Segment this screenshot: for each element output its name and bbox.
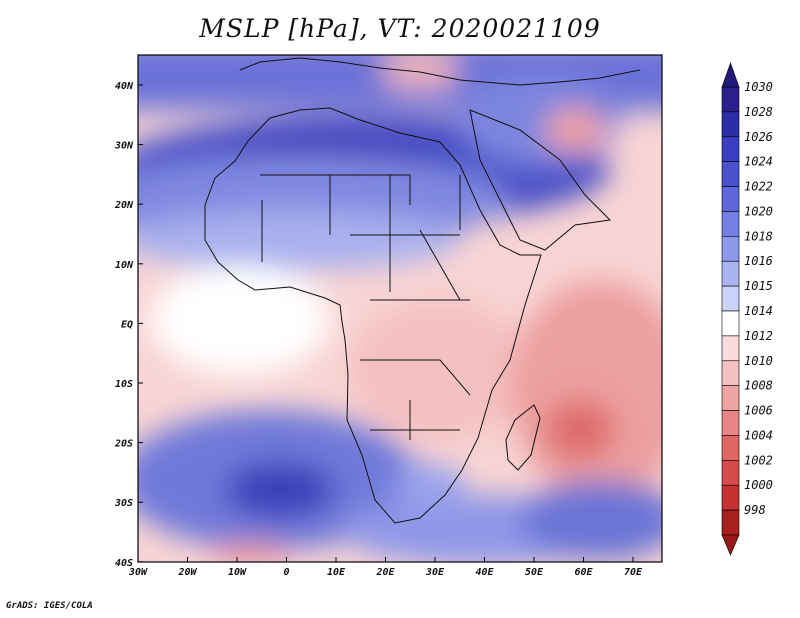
arabia-coastline: [469, 109, 612, 251]
colorbar-label: 1015: [744, 279, 773, 293]
latitude-axis: 40N 30N 20N 10N EQ 10S 20S 30S 40S: [114, 81, 143, 569]
lat-tick-label: 20S: [114, 439, 133, 450]
colorbar-swatch: [721, 484, 740, 511]
colorbar-label: 1026: [744, 130, 773, 144]
lon-tick-label: 30E: [425, 567, 445, 578]
colorbar-swatch: [721, 86, 740, 113]
africa-coastline: [204, 107, 542, 524]
colorbar-label: 1008: [744, 379, 773, 393]
lat-tick-label: 10N: [115, 260, 134, 271]
plot-frame: [137, 54, 663, 563]
lon-tick-label: 60E: [574, 567, 593, 578]
lat-tick-label: 10S: [115, 379, 133, 390]
colorbar-swatch: [721, 410, 740, 436]
lat-tick-label: 40N: [115, 81, 134, 92]
colorbar-label: 1012: [744, 329, 773, 343]
lat-tick-label: 30S: [114, 498, 133, 509]
colorbar-label: 998: [744, 503, 766, 517]
lon-tick-label: 0: [283, 567, 289, 578]
madagascar-coastline: [505, 404, 541, 471]
europe-coastline: [239, 57, 641, 86]
colorbar-label: 1030: [744, 80, 773, 94]
coastlines: [204, 57, 641, 524]
colorbar-label: 1016: [744, 254, 773, 268]
colorbar-swatch: [721, 111, 740, 138]
colorbar-bottom-arrow: [721, 534, 740, 556]
colorbar-swatch: [721, 360, 740, 386]
colorbar-label: 1022: [744, 180, 773, 194]
colorbar-label: 1024: [744, 155, 773, 169]
lon-tick-label: 20E: [375, 567, 395, 578]
lat-tick-label: 30N: [114, 141, 134, 152]
colorbar-label: 1006: [744, 404, 773, 418]
colorbar-swatch: [721, 310, 740, 337]
map-title: MSLP [hPa], VT: 2020021109: [199, 14, 601, 43]
lat-tick-label: 40S: [115, 558, 133, 569]
lat-tick-label: EQ: [121, 319, 133, 330]
colorbar-label: 1018: [744, 229, 773, 243]
colorbar-swatch: [721, 509, 740, 536]
pressure-field: [138, 55, 662, 562]
colorbar-label: 1004: [744, 428, 773, 442]
colorbar-label: 1010: [744, 354, 773, 368]
colorbar-label: 1014: [744, 304, 773, 318]
colorbar-swatch: [721, 161, 740, 187]
country-borders: [260, 174, 471, 440]
grads-credit: GrADS: IGES/COLA: [6, 601, 93, 611]
colorbar-label: 1002: [744, 453, 773, 467]
lon-tick-label: 10E: [327, 567, 346, 578]
colorbar-swatch: [721, 385, 740, 411]
colorbar-swatch: [721, 136, 740, 162]
colorbar-top-arrow: [721, 62, 740, 88]
colorbar-swatch: [721, 186, 740, 212]
lon-tick-label: 10W: [228, 567, 247, 578]
colorbar-label: 1020: [744, 204, 773, 218]
colorbar-swatch: [721, 211, 740, 237]
colorbar-swatch: [721, 285, 740, 312]
colorbar-swatch: [721, 435, 740, 461]
lon-tick-label: 20W: [177, 567, 197, 578]
colorbar: 1030 1028 1026 1024 1022 1020 1018 1016 1015 1014…: [721, 62, 773, 556]
lon-tick-label: 40E: [475, 567, 494, 578]
lon-tick-label: 50E: [525, 567, 544, 578]
colorbar-swatch: [721, 460, 740, 486]
colorbar-swatch: [721, 236, 740, 262]
lon-tick-label: 30W: [128, 567, 148, 578]
colorbar-swatch: [721, 260, 740, 287]
lat-tick-label: 20N: [114, 200, 134, 211]
lon-tick-label: 70E: [624, 567, 643, 578]
colorbar-label: 1028: [744, 105, 773, 119]
longitude-axis: 30W 20W 10W 0 10E 20E 30E 40E 50E 60E 70E: [128, 557, 643, 578]
colorbar-swatch: [721, 335, 740, 362]
colorbar-label: 1000: [744, 478, 773, 492]
